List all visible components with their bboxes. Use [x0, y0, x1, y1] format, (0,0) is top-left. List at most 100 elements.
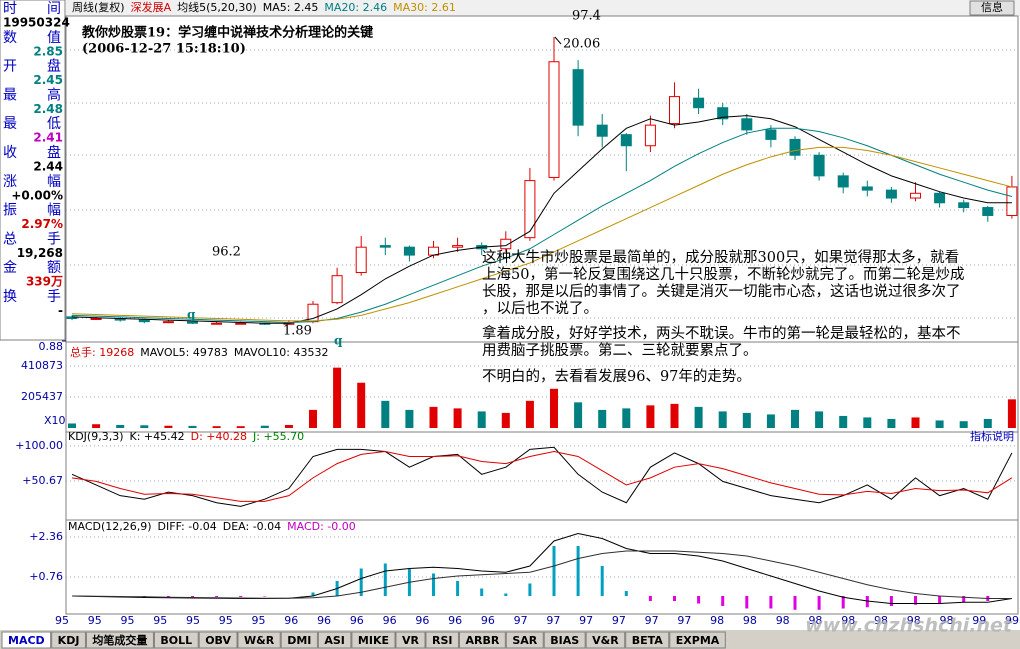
tab-label[interactable]: W&R [244, 634, 275, 647]
date-label: 96 [350, 614, 364, 627]
tab[interactable] [280, 631, 318, 649]
volume-bar [670, 403, 679, 428]
info-panel [0, 0, 66, 341]
article-line: 不明白的，去看看发展96、97年的走势。 [482, 368, 751, 385]
info-button[interactable] [969, 0, 1015, 16]
volume-legend: 总手: 19268 [70, 345, 134, 359]
tab[interactable] [198, 631, 238, 649]
candle-body [982, 207, 994, 216]
annotation: 20.06 [563, 37, 600, 52]
tab[interactable] [51, 631, 86, 649]
tab[interactable] [543, 631, 586, 649]
volume-bar [309, 409, 317, 428]
indicator-legend: KDJ(9,3,3) [68, 430, 124, 443]
indicator-legend: DIFF: -0.04 [158, 520, 217, 533]
header-label: 深发展A [131, 0, 172, 14]
tab-label[interactable]: MACD [8, 634, 45, 647]
volume-bar [501, 412, 510, 428]
date-label: 95 [219, 614, 233, 627]
tab-label[interactable]: DMI [287, 634, 311, 647]
info-value: - [58, 304, 63, 318]
tab-label[interactable]: VR [402, 634, 420, 647]
tab-label[interactable]: MIKE [358, 634, 389, 647]
tab[interactable] [425, 631, 459, 649]
tab[interactable] [1, 631, 52, 649]
volume-bar [284, 424, 293, 428]
volume-bar [1007, 399, 1016, 428]
tab[interactable] [237, 631, 281, 649]
candle-body [379, 245, 391, 248]
tab[interactable] [153, 631, 199, 649]
date-label: 95 [88, 614, 102, 627]
tab-label[interactable]: BIAS [550, 634, 579, 647]
k-line [71, 446, 1013, 507]
tab-label[interactable]: OBV [205, 634, 231, 647]
tab-label[interactable]: ASI [324, 634, 345, 647]
info-button-label[interactable]: 信息 [981, 0, 1003, 14]
candle-body [211, 322, 223, 325]
article-line: 长股，那是以后的事情了。关键是消灭一切能市心态，这话也说过很多次了 [482, 283, 961, 300]
date-label: 97 [579, 614, 593, 627]
volume-bar [188, 425, 197, 428]
indicator-legend: J: +55.70 [252, 430, 304, 443]
candle-body [162, 321, 174, 324]
tab[interactable] [395, 631, 426, 649]
date-label: 97 [612, 614, 626, 627]
tab-label[interactable]: EXPMA [676, 634, 720, 647]
chart-frame [65, 15, 1019, 615]
volume-bar [598, 409, 607, 428]
volume-bar [742, 412, 751, 428]
info-value: 2.85 [33, 44, 63, 58]
date-label: 95 [153, 614, 167, 627]
indicator-legend: D: +40.28 [191, 430, 247, 443]
tab[interactable] [85, 631, 154, 649]
annotation: 1.89 [283, 324, 312, 339]
date-label: 98 [874, 614, 888, 627]
tab[interactable] [505, 631, 544, 649]
volume-bar [453, 408, 462, 428]
header-label: MA30: 2.61 [393, 1, 456, 14]
candle-body [452, 245, 464, 248]
date-label: 95 [252, 614, 266, 627]
tab-label[interactable]: KDJ [58, 634, 80, 647]
indicator-legend: DEA: -0.04 [223, 520, 281, 533]
tab-label[interactable]: V&R [592, 634, 619, 647]
volume-bar [333, 367, 342, 428]
tab[interactable] [351, 631, 396, 649]
volume-bar [959, 421, 968, 428]
tab-label[interactable]: ARBR [465, 634, 499, 647]
candle-body [138, 319, 150, 323]
volume-bar [550, 388, 558, 428]
volume-bar [815, 411, 824, 428]
d-line [71, 451, 1013, 502]
date-label: 95 [186, 614, 200, 627]
help-link[interactable]: 指标说明 [970, 429, 1014, 443]
date-label: 98 [743, 614, 757, 627]
candle-body [885, 189, 897, 199]
candle-body [741, 118, 753, 131]
tab-label[interactable]: BOLL [160, 634, 192, 647]
indicator-legend: K: +45.42 [130, 430, 185, 443]
info-value: 19950324 [3, 16, 70, 30]
tab-label[interactable]: SAR [512, 634, 537, 647]
date-label: 98 [841, 614, 855, 627]
tab[interactable] [669, 631, 726, 649]
date-label: 98 [808, 614, 822, 627]
indicator-legend: MACD: -0.00 [287, 520, 356, 533]
y-tick-label: +50.67 [22, 474, 63, 487]
volume-legend: MAVOL5: 49783 [140, 346, 228, 359]
tab[interactable] [458, 631, 506, 649]
tab-label[interactable]: 均笔成交量 [92, 633, 147, 647]
date-label: 97 [677, 614, 691, 627]
article-line: 拿着成分股，好好学技术，两头不耽误。牛市的第一轮是最轻松的，基本不 [482, 324, 961, 342]
tab[interactable] [585, 631, 626, 649]
candle-body [813, 154, 825, 177]
volume-bar [646, 405, 655, 428]
annotation: q [334, 334, 343, 348]
tab-label[interactable]: RSI [432, 634, 453, 647]
tab[interactable] [317, 631, 352, 649]
tab[interactable] [625, 631, 670, 649]
tab-label[interactable]: BETA [632, 634, 664, 647]
candle-body [644, 124, 656, 147]
